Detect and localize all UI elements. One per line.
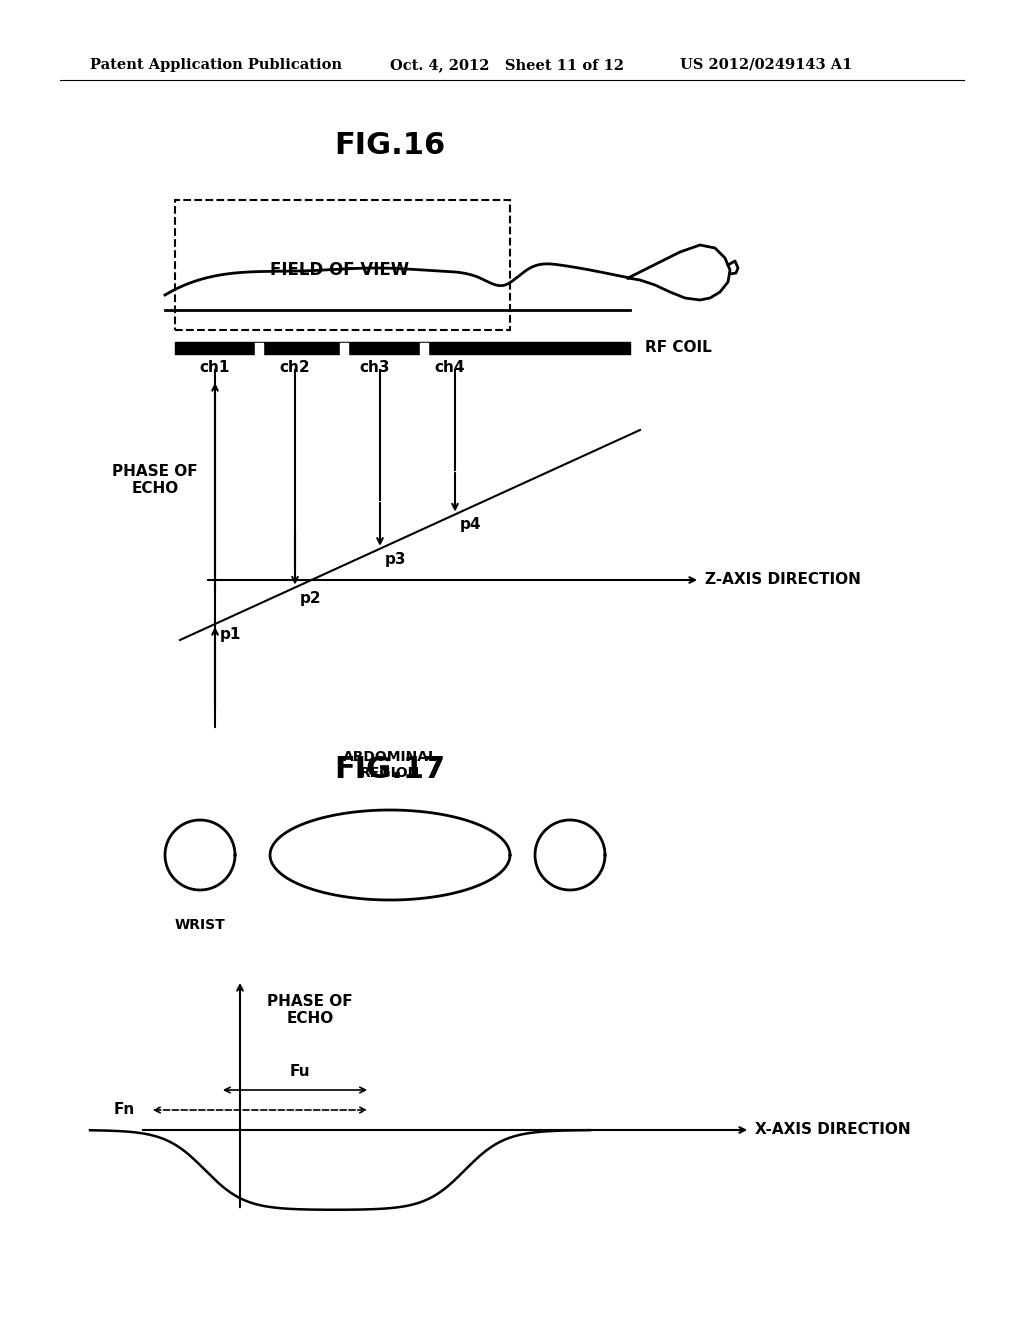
Text: FIG.16: FIG.16 xyxy=(335,131,445,160)
Text: p3: p3 xyxy=(385,552,407,566)
Text: FIG.17: FIG.17 xyxy=(335,755,445,784)
Text: US 2012/0249143 A1: US 2012/0249143 A1 xyxy=(680,58,852,73)
Text: ch4: ch4 xyxy=(435,360,465,375)
Text: p1: p1 xyxy=(220,627,242,642)
Text: PHASE OF
ECHO: PHASE OF ECHO xyxy=(113,463,198,496)
Text: ch1: ch1 xyxy=(200,360,230,375)
Text: Fu: Fu xyxy=(290,1064,310,1080)
Text: Z-AXIS DIRECTION: Z-AXIS DIRECTION xyxy=(705,573,861,587)
Text: X-AXIS DIRECTION: X-AXIS DIRECTION xyxy=(755,1122,910,1138)
Text: Patent Application Publication: Patent Application Publication xyxy=(90,58,342,73)
Text: RF COIL: RF COIL xyxy=(645,339,712,355)
Text: PHASE OF
ECHO: PHASE OF ECHO xyxy=(267,994,353,1026)
Text: Oct. 4, 2012   Sheet 11 of 12: Oct. 4, 2012 Sheet 11 of 12 xyxy=(390,58,624,73)
Text: FIELD OF VIEW: FIELD OF VIEW xyxy=(270,261,410,279)
Text: p2: p2 xyxy=(300,590,322,606)
Text: Fn: Fn xyxy=(114,1102,135,1118)
Text: p4: p4 xyxy=(460,517,481,532)
Text: ch3: ch3 xyxy=(359,360,390,375)
Text: ABDOMINAL
REGION: ABDOMINAL REGION xyxy=(343,750,437,780)
Text: ch2: ch2 xyxy=(280,360,310,375)
Text: WRIST: WRIST xyxy=(175,917,225,932)
